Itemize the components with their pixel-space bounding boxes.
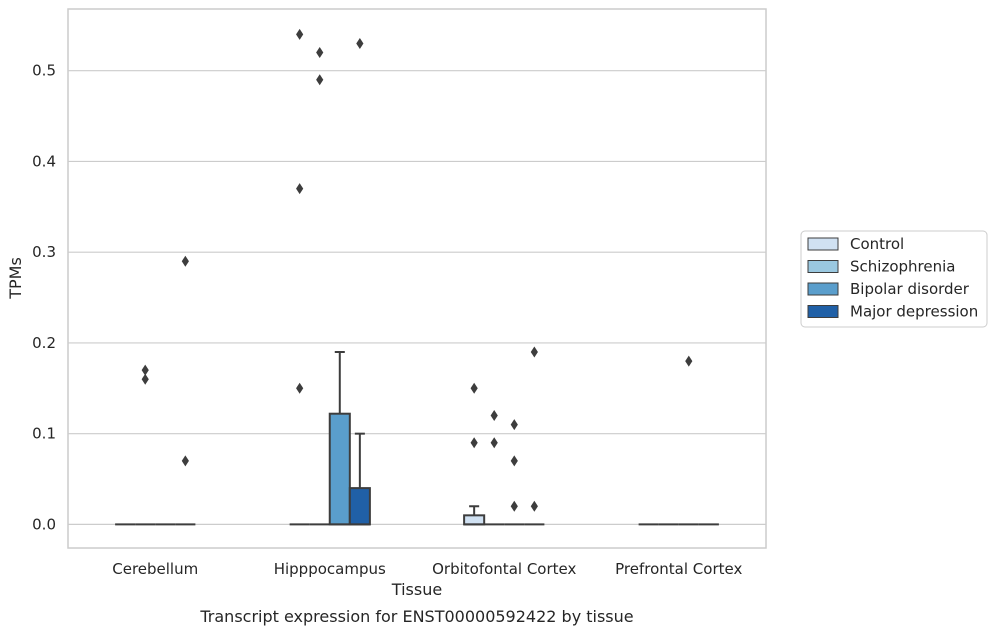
x-axis-label: Tissue: [391, 580, 442, 599]
box-control: [463, 382, 486, 526]
x-axis-ticks: Cerebellum Hipppocampus Orbitofontal Corte…: [112, 560, 742, 578]
box-control: [289, 28, 310, 526]
legend-frame: [800, 230, 988, 328]
x-tick-label: Orbitofontal Cortex: [432, 560, 576, 578]
legend-label: Control: [850, 235, 904, 253]
y-tick-label: 0.4: [32, 152, 56, 170]
box-plot-area: [115, 28, 719, 526]
legend-swatch: [807, 237, 839, 251]
x-tick-label: Cerebellum: [112, 560, 198, 578]
legend-swatch: [807, 282, 839, 296]
outlier-point: [490, 437, 498, 449]
outlier-point: [530, 346, 538, 358]
outlier-point: [490, 410, 498, 422]
gridlines: [68, 70, 766, 526]
box-major-depression: [348, 37, 371, 526]
box-major-depression: [524, 346, 545, 526]
plot-frame: [67, 8, 767, 549]
outlier-point: [530, 500, 538, 512]
legend-swatch: [807, 260, 839, 273]
y-tick-label: 0.1: [32, 425, 56, 443]
box-body: [328, 412, 351, 526]
outlier-point: [296, 183, 304, 195]
outlier-point: [181, 255, 189, 267]
box-bipolar-disorder: [328, 351, 351, 526]
box-body: [463, 514, 486, 526]
outlier-point: [296, 28, 304, 40]
outlier-point: [316, 47, 324, 59]
box-schizophrenia: [135, 364, 156, 526]
y-tick-label: 0.5: [32, 62, 56, 80]
box-schizophrenia: [484, 410, 505, 526]
legend-label: Bipolar disorder: [850, 280, 970, 298]
x-tick-label: Prefrontal Cortex: [615, 560, 742, 578]
outlier-point: [510, 455, 518, 467]
legend: Control Schizophrenia Bipolar disorder Majo…: [800, 230, 988, 328]
box-bipolar-disorder: [678, 355, 699, 526]
outlier-point: [470, 437, 478, 449]
box-body: [348, 487, 371, 526]
legend-label: Schizophrenia: [850, 258, 955, 276]
outlier-point: [510, 419, 518, 431]
outlier-point: [685, 355, 693, 367]
y-axis-ticks: 0.0 0.1 0.2 0.3 0.4 0.5: [32, 62, 56, 534]
y-tick-label: 0.3: [32, 243, 56, 261]
outlier-point: [510, 500, 518, 512]
outlier-point: [316, 74, 324, 86]
legend-swatch: [807, 305, 839, 318]
x-tick-label: Hipppocampus: [274, 560, 386, 578]
box-schizophrenia: [309, 47, 330, 526]
outlier-point: [141, 364, 149, 376]
y-tick-label: 0.2: [32, 334, 56, 352]
box-bipolar-disorder: [504, 419, 525, 526]
outlier-point: [296, 382, 304, 394]
chart-caption: Transcript expression for ENST0000059242…: [199, 607, 633, 626]
box-major-depression: [175, 255, 196, 526]
outlier-point: [181, 455, 189, 467]
outlier-point: [141, 373, 149, 385]
legend-label: Major depression: [850, 303, 978, 321]
y-axis-label: TPMs: [6, 257, 25, 300]
outlier-point: [356, 37, 364, 49]
y-tick-label: 0.0: [32, 515, 56, 533]
outlier-point: [470, 382, 478, 394]
